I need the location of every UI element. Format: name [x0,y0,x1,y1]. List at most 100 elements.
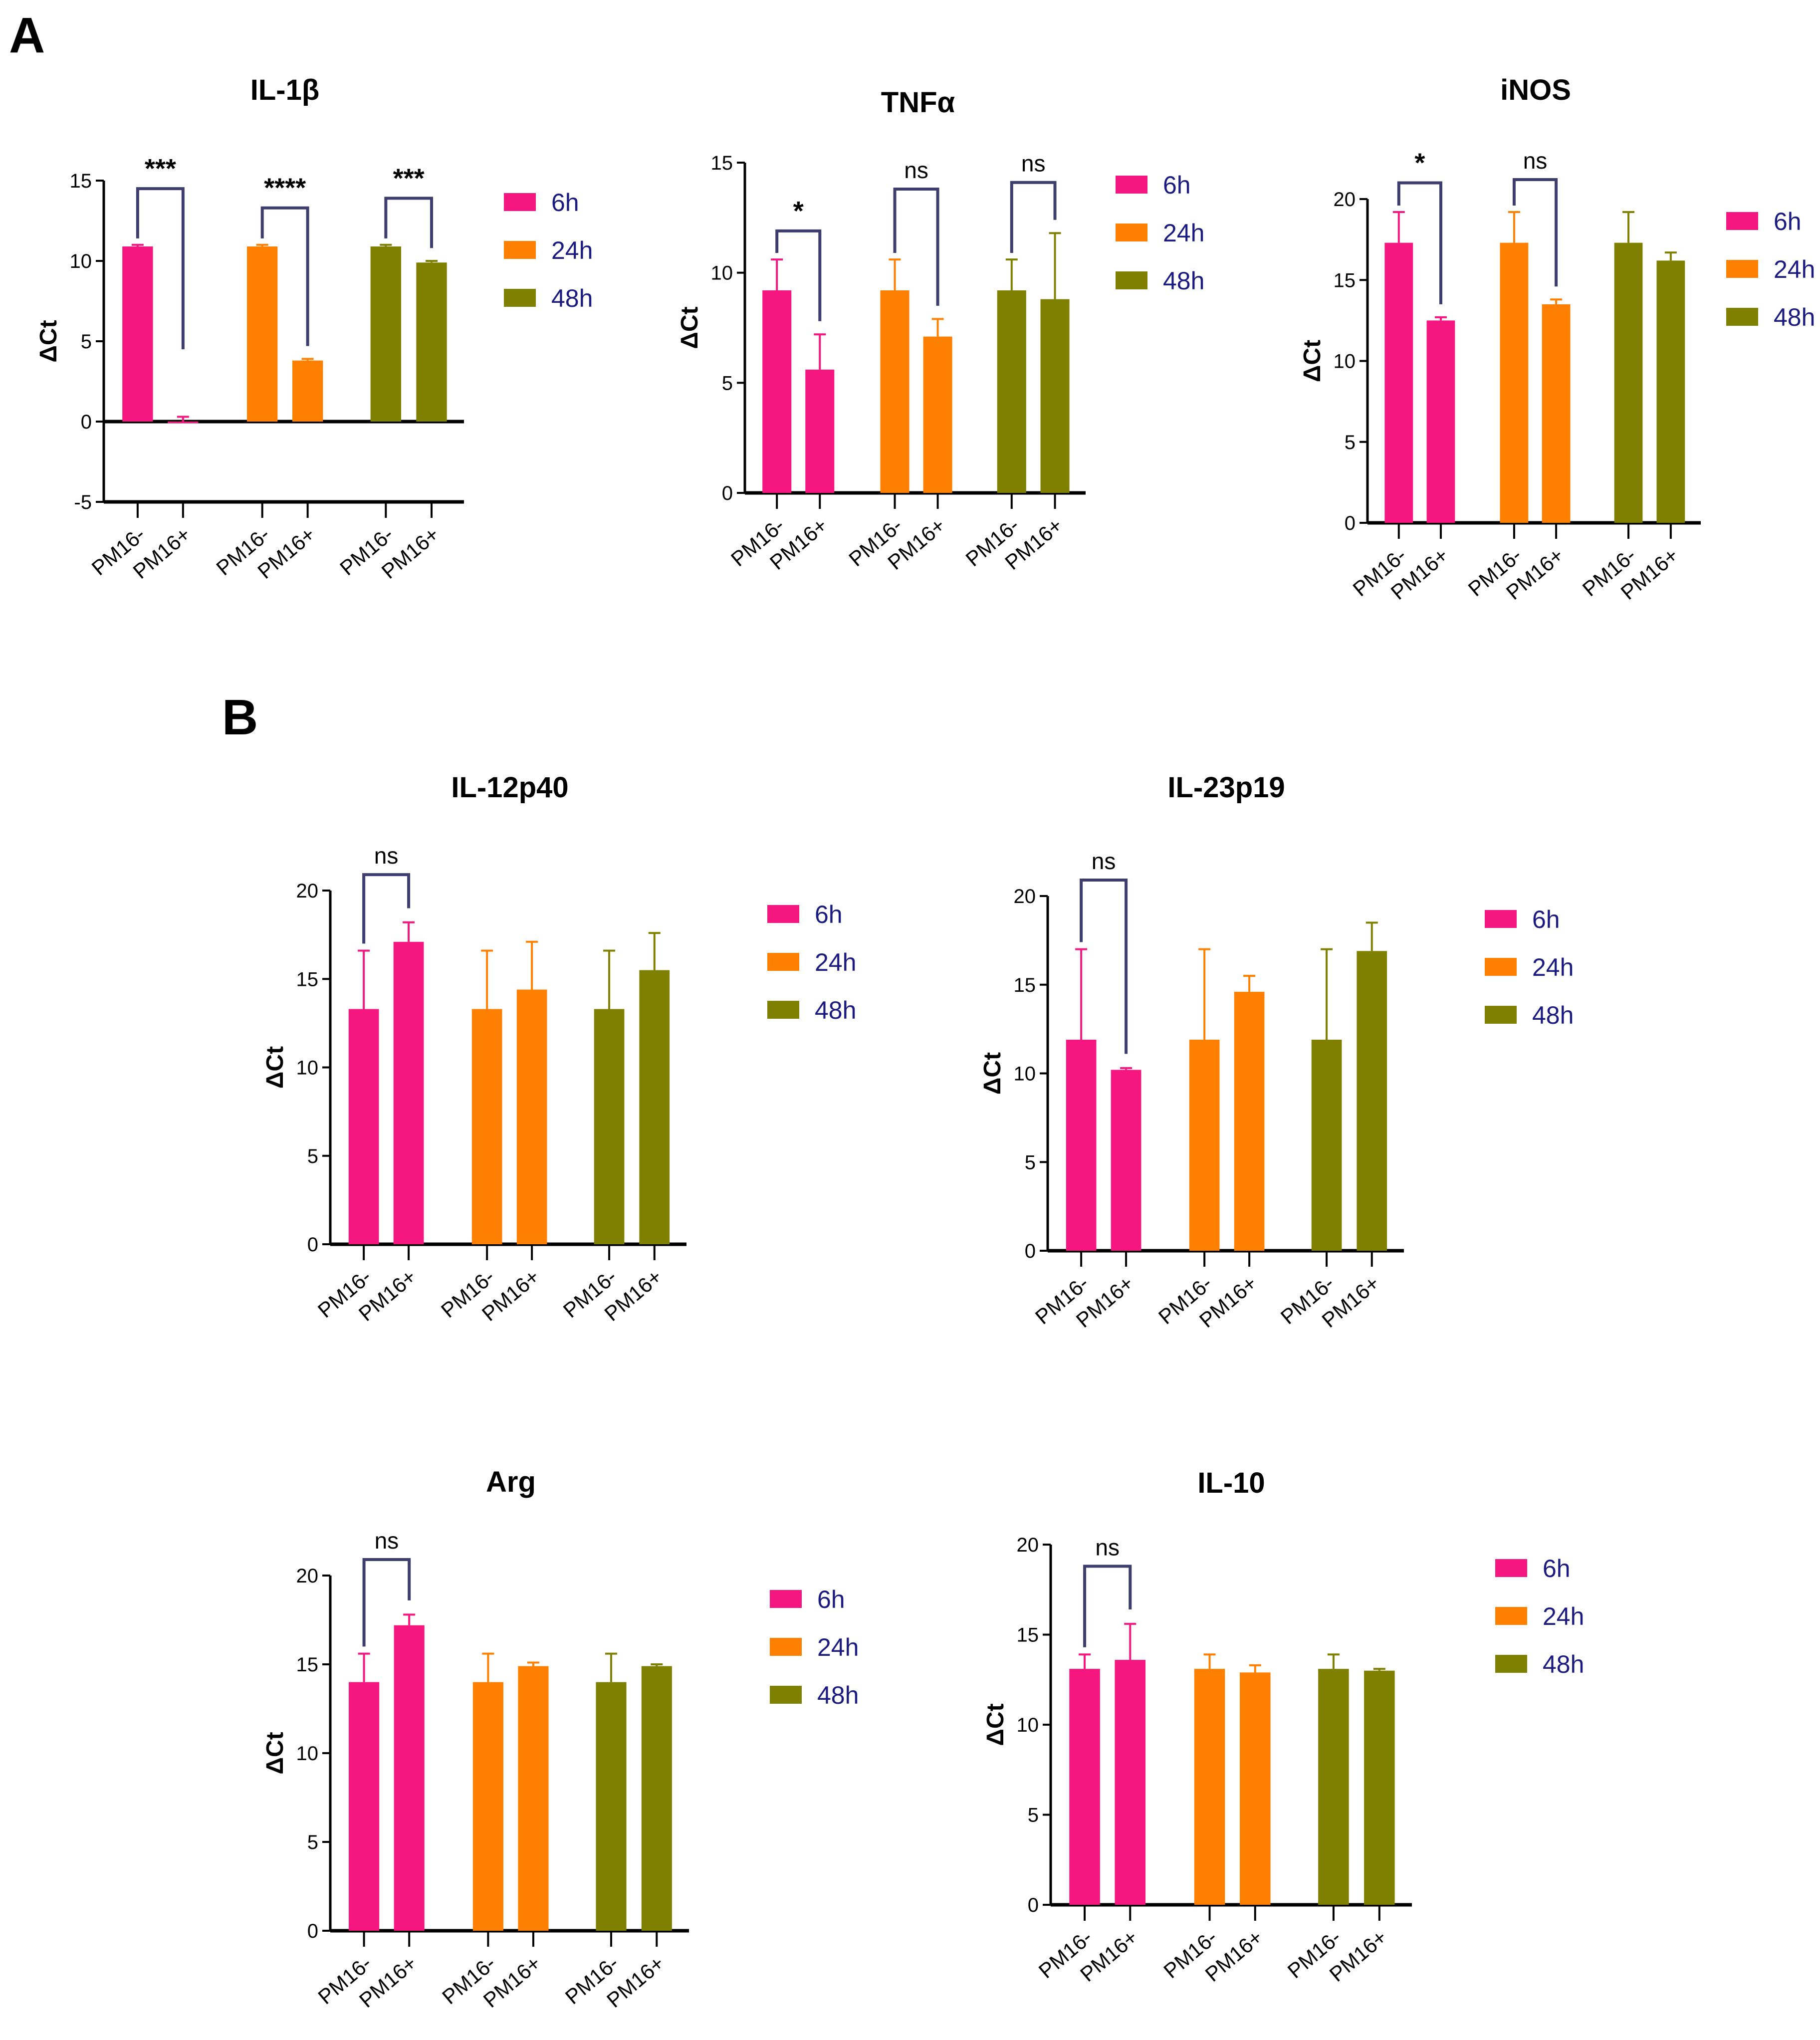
y-tick-label: 20 [1334,189,1356,211]
legend-label-48h: 48h [1163,267,1204,295]
significance-bracket [1512,178,1558,287]
y-tick-label: 10 [296,1057,319,1079]
legend-swatch-48h [1485,1006,1517,1024]
significance-label: **** [264,173,306,203]
legend-swatch-48h [504,289,536,307]
bar-48h-PM16- [997,290,1026,493]
chart-title: IL-12p40 [451,771,568,804]
significance-bracket [136,187,185,350]
y-tick-label: 20 [1014,886,1036,907]
bar-6h-PM16- [1069,1669,1100,1905]
y-tick-label: 5 [1025,1151,1036,1173]
legend-swatch-48h [1116,271,1147,289]
y-tick-label: 0 [81,411,92,433]
bar-48h-PM16- [1318,1669,1349,1905]
significance-label: * [1414,148,1425,178]
bar-6h-PM16+ [1111,1070,1141,1251]
bar-48h-PM16+ [1364,1670,1395,1905]
bar-24h-PM16+ [1234,991,1265,1251]
chart-title: IL-23p19 [1167,771,1285,804]
y-tick-label: 10 [70,250,92,272]
y-tick-label: 15 [296,968,319,990]
y-tick-label: 15 [70,170,92,192]
chart-title: IL-10 [1197,1467,1265,1499]
legend-swatch-6h [1116,176,1147,194]
bar-48h-PM16+ [1040,299,1070,493]
y-tick-label: 0 [722,482,733,504]
bar-24h-PM16+ [292,360,323,422]
y-tick-label: 15 [296,1654,319,1676]
y-axis-label: ΔCt [262,1046,288,1089]
significance-label: ns [374,843,399,869]
legend-label-48h: 48h [815,996,856,1024]
legend-label-6h: 6h [1543,1555,1571,1583]
y-tick-label: 10 [296,1743,319,1765]
legend-label-48h: 48h [817,1681,859,1709]
legend-swatch-6h [767,905,799,923]
legend-label-24h: 24h [817,1633,859,1661]
panel-label-a: A [9,7,45,63]
legend-label-24h: 24h [1774,255,1815,283]
chart-title: TNFα [881,86,955,119]
y-tick-label: 20 [296,1565,319,1587]
bar-24h-PM16+ [1240,1672,1271,1905]
significance-label: ns [375,1528,399,1554]
chart-title: IL-1β [250,74,320,106]
bar-6h-PM16- [349,1682,380,1931]
legend-swatch-48h [1726,308,1758,326]
bar-24h-PM16+ [516,989,547,1244]
y-tick-label: 10 [1014,1063,1036,1085]
significance-bracket [1010,181,1057,253]
significance-label: ns [1021,151,1046,177]
chart-title: iNOS [1500,74,1571,106]
legend-label-6h: 6h [1774,208,1802,235]
bar-6h-PM16- [122,246,153,422]
legend-swatch-48h [767,1001,799,1019]
bar-6h-PM16+ [394,1625,425,1931]
y-tick-label: -5 [74,491,92,513]
bar-48h-PM16+ [1357,951,1387,1251]
y-tick-label: 5 [1028,1805,1039,1826]
bar-24h-PM16+ [923,336,952,493]
significance-bracket [1080,879,1128,1054]
bar-6h-PM16- [348,1009,379,1244]
y-tick-label: 0 [307,1234,318,1256]
significance-label: * [793,196,804,226]
y-axis-label: ΔCt [677,306,703,349]
chart-title: Arg [486,1466,536,1498]
bar-6h-PM16+ [1115,1660,1146,1905]
y-tick-label: 0 [1028,1894,1039,1916]
significance-bracket [1397,181,1442,304]
legend-label-24h: 24h [1532,953,1574,981]
y-tick-label: 10 [1017,1714,1039,1736]
y-tick-label: 10 [711,262,733,284]
legend-label-48h: 48h [1532,1001,1574,1029]
bar-48h-PM16- [594,1009,625,1244]
y-tick-label: 15 [1014,974,1036,996]
bar-6h-PM16+ [393,941,424,1244]
significance-label: *** [393,163,425,193]
legend-swatch-6h [504,193,536,211]
bar-48h-PM16- [596,1682,627,1931]
bar-48h-PM16- [1614,242,1643,523]
y-axis-label: ΔCt [979,1052,1006,1095]
bar-24h-PM16- [1500,242,1529,523]
y-tick-label: 10 [1334,351,1356,373]
bar-24h-PM16- [472,1682,503,1931]
bar-24h-PM16- [1189,1039,1220,1251]
significance-label: ns [904,157,928,183]
legend-label-24h: 24h [815,948,856,976]
legend-label-24h: 24h [551,236,593,264]
bar-24h-PM16- [1194,1669,1225,1905]
legend-label-48h: 48h [551,284,593,312]
legend-swatch-6h [1485,910,1517,928]
bar-6h-PM16- [1066,1039,1097,1251]
significance-label: ns [1523,148,1548,174]
legend-label-6h: 6h [551,189,579,217]
bar-6h-PM16+ [1426,320,1455,523]
